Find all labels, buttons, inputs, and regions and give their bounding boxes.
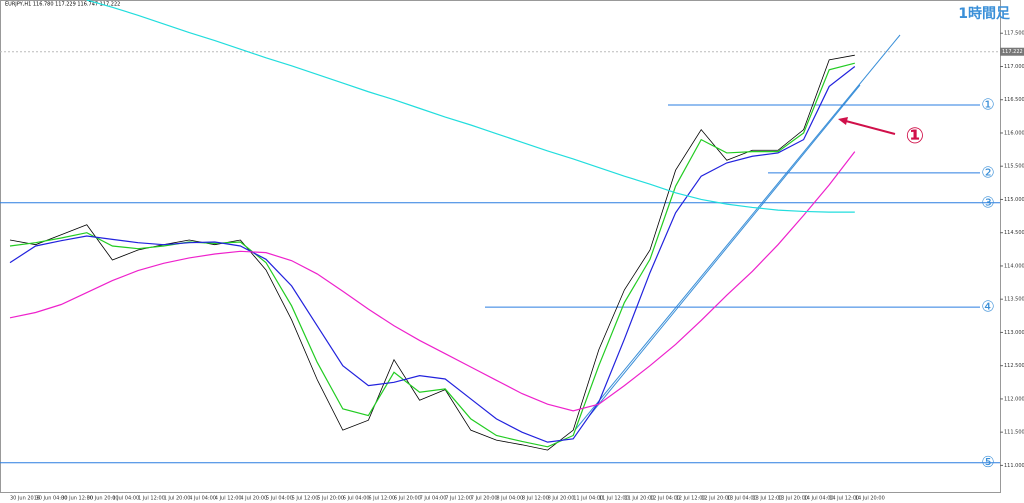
series-line [9,151,856,412]
y-tick-label: 117.500 [1004,31,1024,37]
trend-line [574,34,901,431]
x-tick-label: 5 Jul 12:00 [292,496,319,502]
y-tick-label: 113.500 [1004,297,1024,303]
arrow-head [838,117,848,125]
x-tick-label: 11 Jul 04:00 [573,496,603,502]
y-tick-label: 115.500 [1004,164,1024,170]
x-tick-label: 7 Jul 20:00 [471,496,498,502]
x-tick-label: 12 Jul 04:00 [650,496,680,502]
y-tick-label: 116.500 [1004,97,1024,103]
x-tick-label: 14 Jul 20:00 [855,496,885,502]
y-tick-label: 112.000 [1004,396,1024,402]
x-tick-label: 8 Jul 20:00 [548,496,575,502]
x-tick-label: 12 Jul 20:00 [701,496,731,502]
level-label: ⑤ [981,453,994,471]
x-tick-label: 1 Jul 04:00 [112,496,139,502]
y-tick-label: 114.500 [1004,230,1024,236]
x-tick-label: 1 Jul 20:00 [164,496,191,502]
x-tick-label: 11 Jul 12:00 [599,496,629,502]
x-tick-label: 30 Jun 04:00 [36,496,68,502]
x-tick-label: 6 Jul 20:00 [394,496,421,502]
price-box [1000,47,1024,56]
x-tick-label: 5 Jul 04:00 [266,496,293,502]
price-label: 117.222 [1002,49,1023,55]
level-label: ④ [981,298,994,316]
x-tick-label: 13 Jul 04:00 [727,496,757,502]
x-tick-label: 30 Jun 20:00 [87,496,119,502]
x-tick-label: 7 Jul 12:00 [445,496,472,502]
x-tick-label: 6 Jul 04:00 [343,496,370,502]
x-tick-label: 4 Jul 12:00 [215,496,242,502]
y-tick-label: 116.000 [1004,130,1024,136]
series-line [9,62,855,448]
x-tick-label: 6 Jul 12:00 [368,496,395,502]
timeframe: 1時間足 [958,5,1011,22]
x-tick-label: 12 Jul 12:00 [676,496,706,502]
x-tick-label: 8 Jul 12:00 [522,496,549,502]
y-tick-label: 115.000 [1004,197,1024,203]
x-tick-label: 13 Jul 12:00 [752,496,782,502]
y-tick-label: 117.000 [1004,64,1024,70]
x-tick-label: 8 Jul 04:00 [496,496,523,502]
annotation: ① [906,124,925,149]
y-tick-label: 113.000 [1004,330,1024,336]
level-label: ③ [981,193,994,211]
header: EURJPY,H1 116.780 117.229 116.747 117.22… [5,2,120,8]
series-line [9,66,856,443]
x-tick-label: 14 Jul 04:00 [804,496,834,502]
y-tick-label: 112.500 [1004,363,1024,369]
level-label: ② [981,163,994,181]
arrow [841,119,896,135]
x-tick-label: 14 Jul 12:00 [829,496,859,502]
x-tick-label: 13 Jul 20:00 [778,496,808,502]
y-tick-label: 111.500 [1004,430,1024,436]
x-tick-label: 11 Jul 20:00 [624,496,654,502]
level-label: ① [981,96,994,114]
x-tick-label: 4 Jul 20:00 [240,496,267,502]
x-tick-label: 30 Jun 12:00 [61,496,93,502]
x-tick-label: 30 Jun 2016 [10,496,40,502]
plot-frame [0,0,1001,493]
y-tick-label: 111.000 [1004,463,1024,469]
x-tick-label: 7 Jul 04:00 [420,496,447,502]
x-tick-label: 5 Jul 20:00 [317,496,344,502]
x-tick-label: 1 Jul 12:00 [138,496,165,502]
x-tick-label: 4 Jul 04:00 [189,496,216,502]
series-line [86,0,855,213]
y-tick-label: 114.000 [1004,263,1024,269]
trend-line [589,84,861,416]
